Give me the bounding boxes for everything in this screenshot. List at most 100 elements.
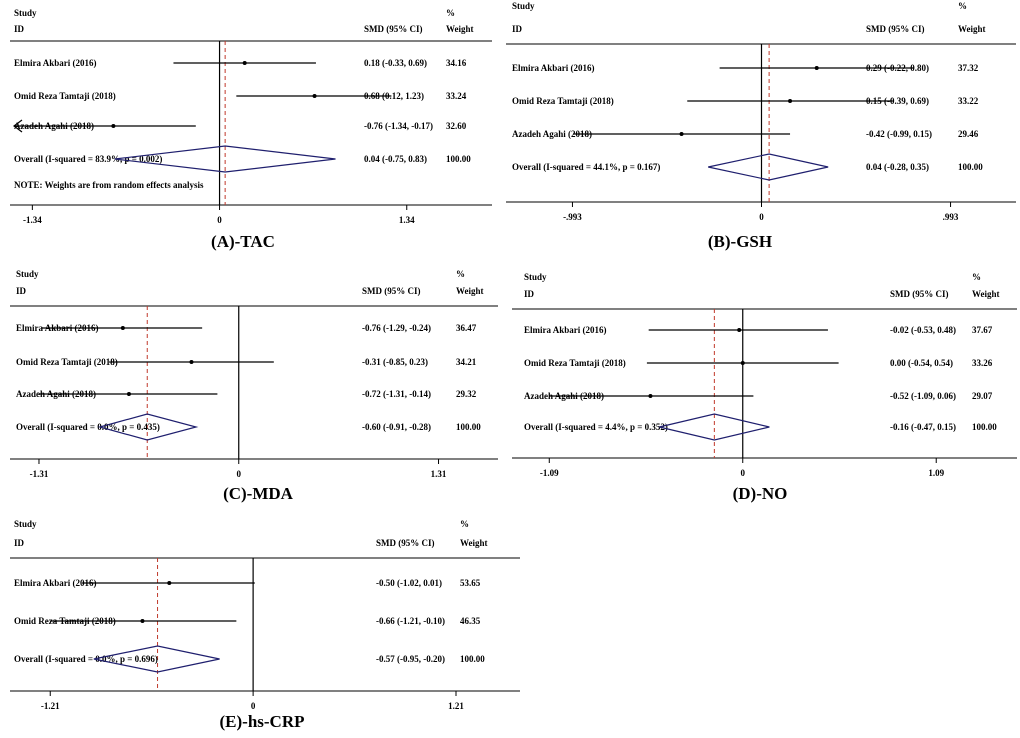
forest-plot-svg: Study ID SMD (95% CI)% Weight -1.21 0 1.21 Elmi…: [10, 519, 520, 711]
overall-ci-text: -0.60 (-0.91, -0.28): [362, 422, 431, 432]
x-tick-label: -1.34: [23, 215, 42, 225]
study-name: Elmira Akbari (2016): [14, 578, 97, 588]
header-weight: Weight: [958, 24, 986, 34]
study-weight: 37.32: [958, 63, 979, 73]
caption-tac: (A)-TAC: [211, 232, 275, 251]
overall-ci-text: -0.16 (-0.47, 0.15): [890, 422, 956, 432]
header-study: Study: [14, 8, 37, 18]
study-ci-text: 0.18 (-0.33, 0.69): [364, 58, 427, 68]
study-name: Omid Reza Tamtaji (2018): [524, 358, 626, 368]
study-name: Omid Reza Tamtaji (2018): [512, 96, 614, 106]
study-name: Azadeh Agahi (2018): [512, 129, 592, 139]
overall-name: Overall (I-squared = 0.0%, p = 0.696): [14, 654, 158, 664]
forest-plot-svg: Study ID SMD (95% CI)% Weight -1.34 0 1.34 Elmi…: [10, 8, 492, 225]
overall-ci-text: 0.04 (-0.28, 0.35): [866, 162, 929, 172]
x-tick-label: -.993: [563, 212, 582, 222]
header-smd: SMD (95% CI): [364, 24, 423, 34]
study-weight: 34.16: [446, 58, 467, 68]
study-weight: 46.35: [460, 616, 481, 626]
study-weight: 36.47: [456, 323, 477, 333]
study-ci-text: -0.52 (-1.09, 0.06): [890, 391, 956, 401]
study-ci-text: -0.72 (-1.31, -0.14): [362, 389, 431, 399]
study-ci-text: 0.15 (-0.39, 0.69): [866, 96, 929, 106]
header-weight: Weight: [456, 286, 484, 296]
study-ci-text: -0.02 (-0.53, 0.48): [890, 325, 956, 335]
study-point: [126, 392, 131, 396]
overall-ci-text: -0.57 (-0.95, -0.20): [376, 654, 445, 664]
study-weight: 53.65: [460, 578, 481, 588]
study-weight: 33.22: [958, 96, 979, 106]
study-point: [679, 132, 684, 136]
study-point: [814, 66, 819, 70]
overall-diamond: [114, 145, 336, 173]
header-smd: SMD (95% CI): [890, 289, 949, 299]
study-weight: 33.24: [446, 91, 467, 101]
overall-weight: 100.00: [972, 422, 997, 432]
x-tick-label: -1.21: [41, 701, 60, 711]
caption-no: (D)-NO: [732, 484, 788, 503]
header-percent: %: [972, 272, 981, 282]
x-tick-label: 1.31: [431, 469, 447, 479]
forest-panel-hs-crp: Study ID SMD (95% CI)% Weight -1.21 0 1.21 Elmi…: [10, 516, 520, 711]
study-weight: 29.46: [958, 129, 979, 139]
study-ci-arrow-head: [13, 119, 23, 133]
x-tick-label: 0: [237, 469, 242, 479]
header-study: Study: [512, 1, 535, 11]
header-study: Study: [524, 272, 547, 282]
forest-plot-svg: Study ID SMD (95% CI)% Weight -1.09 0 1.09 Elmi…: [512, 272, 1017, 478]
study-name: Omid Reza Tamtaji (2018): [16, 357, 118, 367]
x-tick-label: 1.21: [448, 701, 464, 711]
study-ci-text: -0.50 (-1.02, 0.01): [376, 578, 442, 588]
caption-mda: (C)-MDA: [223, 484, 293, 503]
study-name: Elmira Akbari (2016): [524, 325, 607, 335]
study-weight: 29.32: [456, 389, 477, 399]
study-ci-text: -0.42 (-0.99, 0.15): [866, 129, 932, 139]
study-point: [648, 394, 653, 398]
overall-name: Overall (I-squared = 83.9%, p = 0.002): [14, 154, 162, 164]
x-tick-label: .993: [943, 212, 959, 222]
forest-plot-svg: Study ID SMD (95% CI)% Weight -.993 0 .993 Elmi…: [506, 1, 1016, 222]
overall-name: Overall (I-squared = 44.1%, p = 0.167): [512, 162, 660, 172]
study-point: [111, 124, 116, 128]
overall-name: Overall (I-squared = 0.0%, p = 0.435): [16, 422, 160, 432]
forest-panel-no: Study ID SMD (95% CI)% Weight -1.09 0 1.09 Elmi…: [512, 270, 1017, 478]
caption-gsh: (B)-GSH: [707, 232, 773, 251]
caption-hs-crp: (E)-hs-CRP: [219, 712, 305, 731]
overall-diamond: [659, 413, 770, 441]
x-tick-label: 0: [251, 701, 256, 711]
forest-panel-mda: Study ID SMD (95% CI)% Weight -1.31 0 1.31 Elmi…: [10, 268, 498, 479]
header-weight: Weight: [446, 24, 474, 34]
header-id: ID: [14, 24, 25, 34]
x-tick-label: -1.09: [540, 468, 559, 478]
header-id: ID: [512, 24, 523, 34]
header-smd: SMD (95% CI): [362, 286, 421, 296]
overall-weight: 100.00: [460, 654, 485, 664]
overall-name: Overall (I-squared = 4.4%, p = 0.352): [524, 422, 668, 432]
header-id: ID: [524, 289, 535, 299]
study-name: Omid Reza Tamtaji (2018): [14, 91, 116, 101]
study-ci-text: 0.00 (-0.54, 0.54): [890, 358, 953, 368]
study-point: [167, 581, 172, 585]
x-tick-label: 0: [217, 215, 222, 225]
overall-diamond: [708, 153, 829, 181]
header-id: ID: [16, 286, 27, 296]
forest-panel-tac: Study ID SMD (95% CI)% Weight -1.34 0 1.34 Elmi…: [10, 0, 492, 225]
study-point: [312, 94, 317, 98]
overall-weight: 100.00: [456, 422, 481, 432]
study-ci-text: 0.68 (0.12, 1.23): [364, 91, 424, 101]
study-weight: 32.60: [446, 121, 467, 131]
overall-weight: 100.00: [958, 162, 983, 172]
header-weight: Weight: [460, 538, 488, 548]
header-smd: SMD (95% CI): [866, 24, 925, 34]
study-ci-text: -0.66 (-1.21, -0.10): [376, 616, 445, 626]
study-weight: 29.07: [972, 391, 993, 401]
study-ci-text: -0.76 (-1.29, -0.24): [362, 323, 431, 333]
x-tick-label: 0: [759, 212, 764, 222]
header-id: ID: [14, 538, 25, 548]
header-percent: %: [958, 1, 967, 11]
header-percent: %: [456, 269, 465, 279]
header-study: Study: [16, 269, 39, 279]
study-name: Elmira Akbari (2016): [14, 58, 97, 68]
study-weight: 37.67: [972, 325, 993, 335]
